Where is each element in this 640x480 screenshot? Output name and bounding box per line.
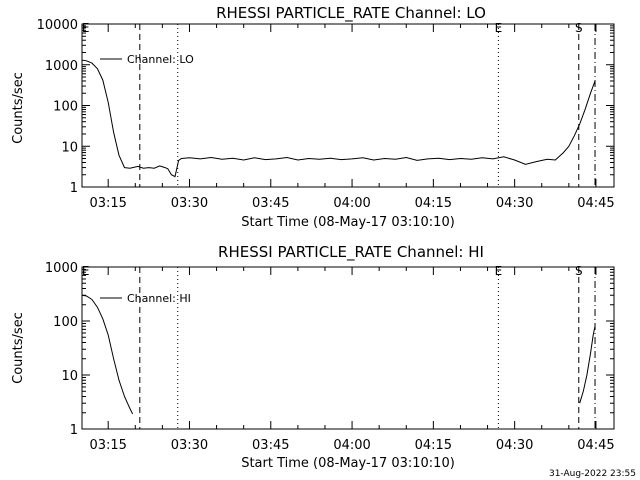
- panel-hi: RHESSI PARTICLE_RATE Channel: HI 1101001…: [11, 243, 615, 471]
- x-tick-label: 03:15: [89, 196, 126, 211]
- y-axis: 1 10 100 1000 10000: [37, 18, 614, 196]
- y-tick-label: 1000: [45, 261, 78, 276]
- x-tick-label: 04:15: [415, 438, 452, 453]
- marker-label: E: [82, 21, 90, 35]
- footer-timestamp: 31-Aug-2022 23:55: [549, 469, 636, 479]
- y-tick-label: 100: [53, 315, 78, 330]
- x-axis: 03:15 03:30 03:45 04:00 04:15 04:30 04:45: [89, 267, 615, 453]
- legend-label: Channel: HI: [127, 292, 191, 305]
- marker-label: E: [82, 264, 90, 278]
- marker-label: E: [495, 264, 503, 278]
- x-tick-label: 04:45: [577, 196, 614, 211]
- series-line: [579, 326, 596, 404]
- x-tick-label: 04:30: [496, 438, 533, 453]
- x-tick-label: 03:15: [89, 438, 126, 453]
- y-axis-label: Counts/sec: [11, 312, 26, 384]
- chart-title: RHESSI PARTICLE_RATE Channel: HI: [218, 243, 484, 262]
- x-axis: 03:15 03:30 03:45 04:00 04:15 04:30 04:45: [89, 24, 615, 211]
- x-axis-label: Start Time (08-May-17 03:10:10): [241, 456, 455, 471]
- chart-title: RHESSI PARTICLE_RATE Channel: LO: [216, 4, 486, 23]
- y-tick-label: 1000: [45, 59, 78, 74]
- x-tick-label: 04:45: [577, 438, 614, 453]
- y-tick-label: 10: [61, 369, 78, 384]
- marker-label: E: [495, 21, 503, 35]
- y-tick-label: 10: [61, 140, 78, 155]
- x-tick-label: 04:00: [333, 196, 370, 211]
- x-tick-label: 04:15: [415, 196, 452, 211]
- marker-label: S: [575, 264, 583, 278]
- series-line: [81, 294, 134, 415]
- x-tick-label: 03:30: [171, 196, 208, 211]
- plot-frame: [81, 266, 615, 430]
- data-series: [81, 59, 596, 178]
- x-tick-label: 04:30: [496, 196, 533, 211]
- y-axis: 1 10 100 1000: [45, 261, 614, 438]
- y-tick-label: 1: [70, 423, 78, 438]
- x-tick-label: 03:30: [171, 438, 208, 453]
- y-axis-label: Counts/sec: [11, 72, 26, 144]
- x-tick-label: 03:45: [252, 196, 289, 211]
- data-series: [81, 294, 596, 415]
- x-axis-label: Start Time (08-May-17 03:10:10): [241, 215, 455, 230]
- y-tick-label: 10000: [37, 18, 78, 33]
- x-tick-label: 03:45: [252, 438, 289, 453]
- y-tick-label: 100: [53, 100, 78, 115]
- marker-label: S: [575, 21, 583, 35]
- x-tick-label: 04:00: [333, 438, 370, 453]
- y-tick-label: 1: [70, 181, 78, 196]
- legend-label: Channel: LO: [127, 53, 194, 66]
- series-line: [81, 59, 596, 178]
- panel-lo: RHESSI PARTICLE_RATE Channel: LO 1101001…: [11, 4, 615, 230]
